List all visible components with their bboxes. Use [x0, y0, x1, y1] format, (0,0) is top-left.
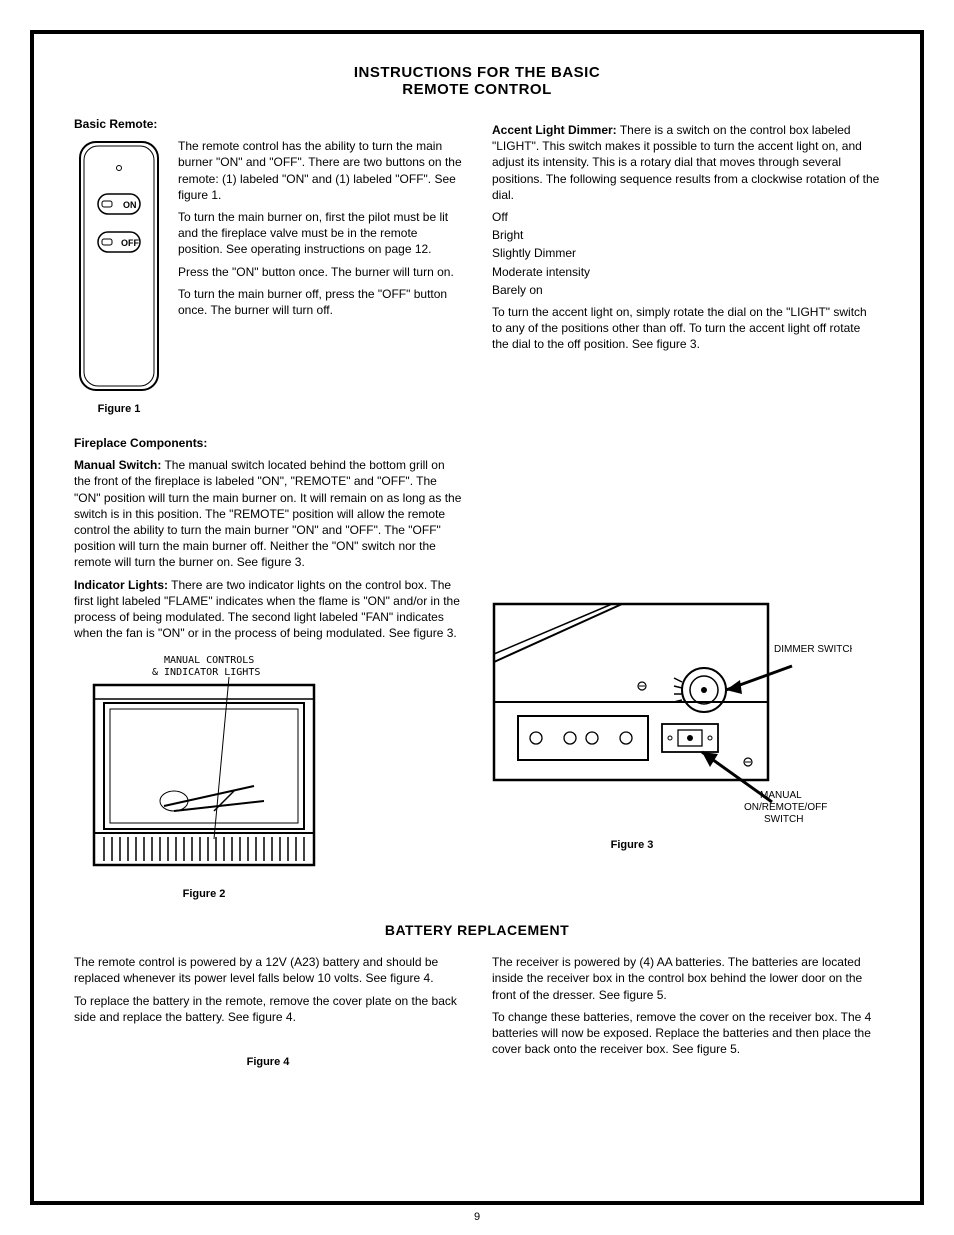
fig2-anno-2: & INDICATOR LIGHTS: [152, 667, 260, 678]
manual-callout-l1: MANUAL: [760, 790, 802, 801]
indicator-fan: [586, 732, 598, 744]
basic-remote-heading: Basic Remote:: [74, 116, 462, 132]
battery-left-col: The remote control is powered by a 12V (…: [74, 948, 462, 1070]
figure-1-label: Figure 1: [74, 402, 164, 417]
light-knob[interactable]: [530, 732, 542, 744]
receiver-p2: To change these batteries, remove the co…: [492, 1009, 880, 1058]
battery-title: BATTERY REPLACEMENT: [74, 922, 880, 938]
indicator-flame: [564, 732, 576, 744]
figure-2: MANUAL CONTROLS & INDICATOR LIGHTS: [74, 651, 462, 902]
indicator-lights-text: Indicator Lights: There are two indicato…: [74, 577, 462, 642]
figure-3: DIMMER SWITCH MANUAL ON/REMOTE/OFF SWITC…: [492, 602, 880, 853]
receiver-p1: The receiver is powered by (4) AA batter…: [492, 954, 880, 1003]
fan-knob[interactable]: [620, 732, 632, 744]
dimmer-sequence-list: Off Bright Slightly Dimmer Moderate inte…: [492, 209, 880, 298]
title-line-2: REMOTE CONTROL: [74, 81, 880, 98]
figure-3-label: Figure 3: [492, 838, 772, 853]
indicator-lights-sub: Indicator Lights:: [74, 578, 168, 592]
remote-figure: ON OFF Figure 1: [74, 136, 164, 417]
battery-p2: To replace the battery in the remote, re…: [74, 993, 462, 1025]
dimmer-item: Slightly Dimmer: [492, 245, 880, 261]
fig2-anno-1: MANUAL CONTROLS: [164, 655, 254, 666]
remote-off-label: OFF: [121, 238, 139, 248]
manual-callout-l2: ON/REMOTE/OFF: [744, 802, 827, 813]
accent-light-text: Accent Light Dimmer: There is a switch o…: [492, 122, 880, 203]
controlbox-svg: DIMMER SWITCH MANUAL ON/REMOTE/OFF SWITC…: [492, 602, 852, 832]
page-title: INSTRUCTIONS FOR THE BASIC REMOTE CONTRO…: [74, 64, 880, 98]
components-heading: Fireplace Components:: [74, 435, 462, 451]
accent-light-sub: Accent Light Dimmer:: [492, 123, 617, 137]
figure-4-label: Figure 4: [74, 1055, 462, 1070]
right-column: Accent Light Dimmer: There is a switch o…: [492, 116, 880, 902]
manual-switch-text: Manual Switch: The manual switch located…: [74, 457, 462, 570]
battery-right-col: The receiver is powered by (4) AA batter…: [492, 948, 880, 1070]
dimmer-item: Moderate intensity: [492, 264, 880, 280]
fireplace-svg: MANUAL CONTROLS & INDICATOR LIGHTS: [74, 651, 334, 881]
dimmer-callout: DIMMER SWITCH: [774, 644, 852, 655]
battery-p1: The remote control is powered by a 12V (…: [74, 954, 462, 986]
manual-switch-sub: Manual Switch:: [74, 458, 161, 472]
left-column: Basic Remote: ON OFF Figure 1 The remote…: [74, 116, 462, 902]
page-number: 9: [474, 1211, 480, 1223]
title-line-1: INSTRUCTIONS FOR THE BASIC: [74, 64, 880, 81]
accent-light-p2: To turn the accent light on, simply rota…: [492, 304, 880, 353]
remote-svg: ON OFF: [74, 136, 164, 396]
remote-on-label: ON: [123, 200, 137, 210]
page-border: INSTRUCTIONS FOR THE BASIC REMOTE CONTRO…: [30, 30, 924, 1205]
dimmer-item: Bright: [492, 227, 880, 243]
dimmer-item: Off: [492, 209, 880, 225]
dimmer-item: Barely on: [492, 282, 880, 298]
figure-2-label: Figure 2: [74, 887, 334, 902]
manual-callout-l3: SWITCH: [764, 814, 803, 825]
